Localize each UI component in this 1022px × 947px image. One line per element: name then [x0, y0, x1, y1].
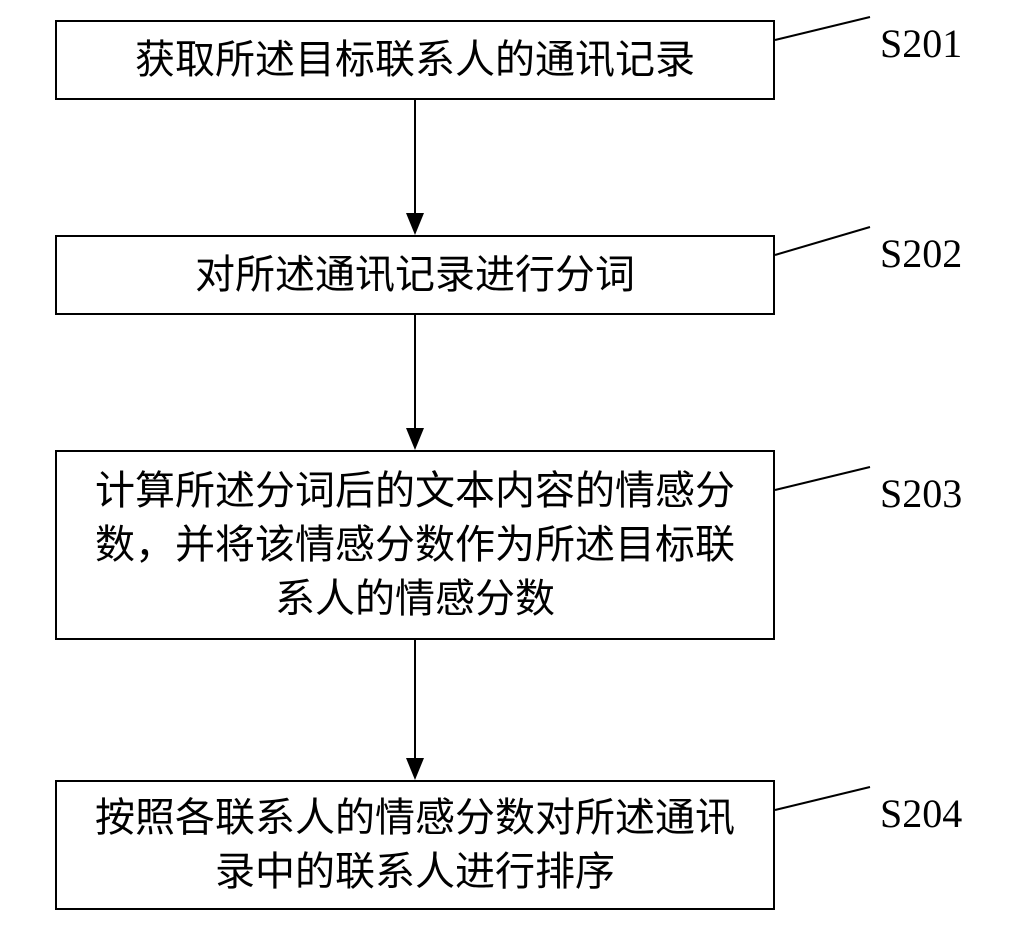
step-label-s204: S204: [880, 790, 962, 837]
step-label-s203: S203: [880, 470, 962, 517]
flow-step-text: 计算所述分词后的文本内容的情感分数，并将该情感分数作为所述目标联系人的情感分数: [77, 464, 753, 626]
flow-step-s203: 计算所述分词后的文本内容的情感分数，并将该情感分数作为所述目标联系人的情感分数: [55, 450, 775, 640]
flow-step-text: 按照各联系人的情感分数对所述通讯录中的联系人进行排序: [77, 791, 753, 899]
step-label-s202: S202: [880, 230, 962, 277]
step-label-s201: S201: [880, 20, 962, 67]
flow-step-s202: 对所述通讯记录进行分词: [55, 235, 775, 315]
flow-step-s204: 按照各联系人的情感分数对所述通讯录中的联系人进行排序: [55, 780, 775, 910]
flow-step-s201: 获取所述目标联系人的通讯记录: [55, 20, 775, 100]
flow-step-text: 对所述通讯记录进行分词: [195, 248, 635, 302]
flow-step-text: 获取所述目标联系人的通讯记录: [135, 33, 695, 87]
